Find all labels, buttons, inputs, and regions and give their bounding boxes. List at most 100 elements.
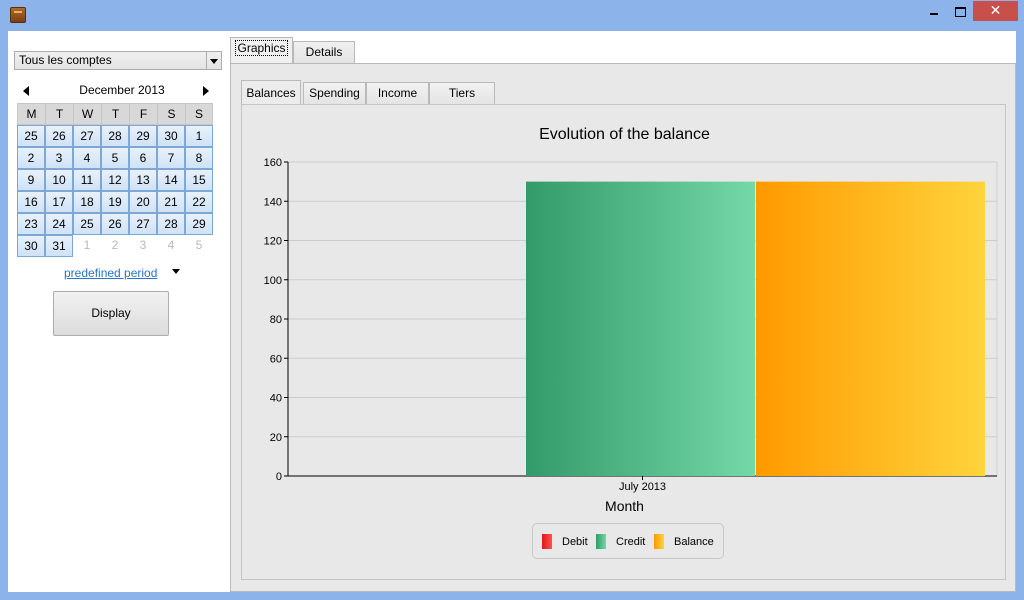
previous-month-icon[interactable]: [23, 86, 29, 96]
calendar-day[interactable]: 12: [101, 169, 129, 191]
chevron-down-icon[interactable]: [206, 52, 221, 69]
calendar-day[interactable]: 7: [157, 147, 185, 169]
y-tick-label: 140: [264, 196, 282, 208]
calendar-day[interactable]: 10: [45, 169, 73, 191]
calendar-day[interactable]: 18: [73, 191, 101, 213]
calendar-day[interactable]: 31: [45, 235, 73, 257]
calendar-day[interactable]: 26: [101, 213, 129, 235]
calendar-day[interactable]: 9: [17, 169, 45, 191]
calendar-header: December 2013: [16, 83, 216, 99]
client-area: Tous les comptes December 2013 M T W T F S S 25…: [8, 31, 1016, 592]
calendar-day[interactable]: 5: [101, 147, 129, 169]
wallet-icon: [10, 7, 26, 23]
calendar-day-other-month: 5: [185, 235, 213, 257]
chevron-down-icon[interactable]: [172, 269, 180, 274]
weekday-label: S: [185, 103, 213, 125]
chart-legend: Debit Credit Balance: [532, 523, 724, 559]
balance-chart: 0 20 40 60 80 100 120 140 160 July 2013: [264, 157, 998, 493]
calendar-day[interactable]: 3: [45, 147, 73, 169]
calendar-day[interactable]: 29: [185, 213, 213, 235]
calendar-day-other-month: 2: [101, 235, 129, 257]
calendar-day[interactable]: 22: [185, 191, 213, 213]
right-panel: Graphics Details Balances Spending Incom…: [230, 31, 1016, 592]
calendar-grid: M T W T F S S 25 26 27 28 29 30 1 2 3 4 5 6 7 8 9 10 11 12 13 14 15…: [17, 103, 213, 257]
calendar-day[interactable]: 1: [185, 125, 213, 147]
close-button[interactable]: ✕: [973, 1, 1018, 21]
calendar-week-row: 9 10 11 12 13 14 15: [17, 169, 213, 191]
display-button[interactable]: Display: [53, 291, 169, 336]
weekday-label: M: [17, 103, 45, 125]
legend-swatch: [654, 534, 664, 549]
calendar-day[interactable]: 27: [73, 125, 101, 147]
calendar-day[interactable]: 2: [17, 147, 45, 169]
tab-graphics[interactable]: Graphics: [230, 37, 293, 64]
calendar-day[interactable]: 28: [101, 125, 129, 147]
bar-credit: [526, 181, 755, 476]
weekday-label: T: [45, 103, 73, 125]
x-axis-title: Month: [605, 498, 644, 514]
calendar-day[interactable]: 26: [45, 125, 73, 147]
account-select[interactable]: Tous les comptes: [14, 51, 222, 70]
calendar-day[interactable]: 6: [129, 147, 157, 169]
weekday-label: F: [129, 103, 157, 125]
weekday-label: W: [73, 103, 101, 125]
calendar-day[interactable]: 11: [73, 169, 101, 191]
predefined-period-link[interactable]: predefined period: [64, 266, 158, 280]
calendar-day[interactable]: 21: [157, 191, 185, 213]
calendar-day[interactable]: 29: [129, 125, 157, 147]
calendar-day[interactable]: 27: [129, 213, 157, 235]
calendar-day[interactable]: 16: [17, 191, 45, 213]
calendar-day[interactable]: 25: [17, 125, 45, 147]
tab-details[interactable]: Details: [293, 41, 355, 64]
calendar-week-row: 30 31 1 2 3 4 5: [17, 235, 213, 257]
legend-swatch: [596, 534, 606, 549]
bar-balance: [756, 181, 985, 476]
calendar-week-row: 25 26 27 28 29 30 1: [17, 125, 213, 147]
tab-tiers[interactable]: Tiers: [429, 82, 495, 104]
minimize-button[interactable]: [921, 1, 947, 21]
chart-title: Evolution of the balance: [539, 126, 710, 143]
calendar-day[interactable]: 15: [185, 169, 213, 191]
tab-income[interactable]: Income: [366, 82, 429, 104]
legend-swatch: [542, 534, 552, 549]
calendar-day[interactable]: 20: [129, 191, 157, 213]
tab-balances[interactable]: Balances: [241, 80, 301, 105]
tab-spending[interactable]: Spending: [303, 82, 366, 104]
tab-graphics-label: Graphics: [235, 40, 288, 56]
calendar-day[interactable]: 30: [17, 235, 45, 257]
y-tick-label: 100: [264, 275, 282, 287]
calendar-week-row: 16 17 18 19 20 21 22: [17, 191, 213, 213]
calendar-day[interactable]: 24: [45, 213, 73, 235]
calendar-day[interactable]: 17: [45, 191, 73, 213]
title-bar: ✕: [0, 0, 1024, 31]
weekday-label: T: [101, 103, 129, 125]
account-select-value: Tous les comptes: [19, 53, 112, 67]
calendar-day[interactable]: 13: [129, 169, 157, 191]
x-tick-label: July 2013: [619, 481, 666, 493]
calendar-day[interactable]: 30: [157, 125, 185, 147]
calendar-day[interactable]: 19: [101, 191, 129, 213]
next-month-icon[interactable]: [203, 86, 209, 96]
calendar-week-row: 23 24 25 26 27 28 29: [17, 213, 213, 235]
calendar-day[interactable]: 8: [185, 147, 213, 169]
left-panel: Tous les comptes December 2013 M T W T F S S 25…: [8, 31, 230, 592]
calendar-day-other-month: 3: [129, 235, 157, 257]
legend-label: Credit: [616, 536, 646, 548]
calendar-day[interactable]: 25: [73, 213, 101, 235]
calendar-day[interactable]: 4: [73, 147, 101, 169]
calendar-day[interactable]: 14: [157, 169, 185, 191]
y-tick-label: 80: [270, 314, 282, 326]
legend-label: Balance: [674, 536, 714, 548]
calendar-day-other-month: 1: [73, 235, 101, 257]
y-tick-label: 20: [270, 432, 282, 444]
calendar-day[interactable]: 28: [157, 213, 185, 235]
maximize-button[interactable]: [947, 1, 973, 21]
calendar-day[interactable]: 23: [17, 213, 45, 235]
calendar-month-label: December 2013: [79, 83, 165, 97]
y-tick-label: 40: [270, 393, 282, 405]
tab-details-label: Details: [305, 45, 343, 59]
y-tick-label: 160: [264, 157, 282, 169]
graphics-panel: Balances Spending Income Tiers Evolution…: [230, 63, 1016, 592]
